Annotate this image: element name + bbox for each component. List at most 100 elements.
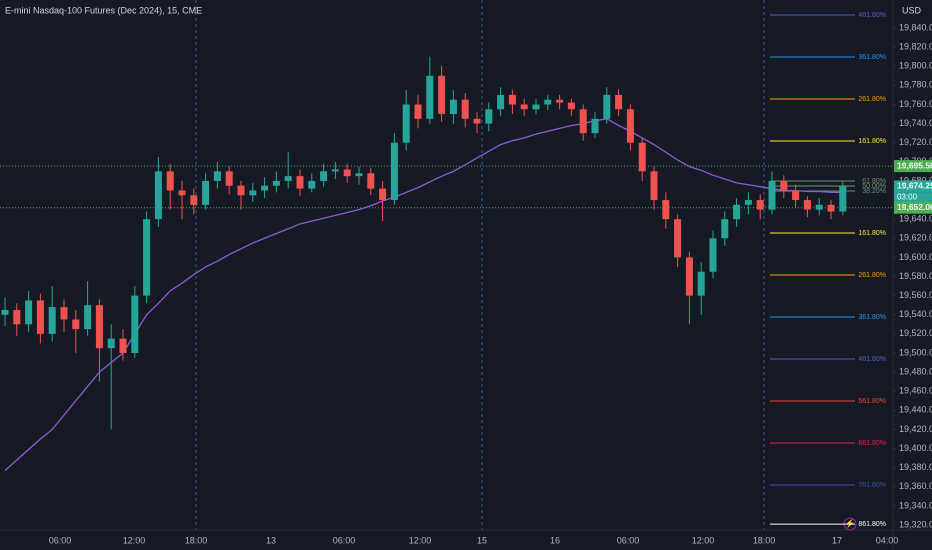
x-tick-label: 18:00	[753, 535, 776, 545]
currency: USD	[902, 5, 922, 15]
fib-label: 38.20%	[862, 188, 886, 195]
candle-body	[685, 257, 693, 296]
fib-label: 161.80%	[858, 230, 886, 237]
x-tick-label: 15	[477, 535, 487, 545]
y-tick-label: 19,820.00	[899, 41, 932, 51]
x-tick-label: 12:00	[409, 535, 432, 545]
y-tick-label: 19,480.00	[899, 366, 932, 376]
price-tag-label: 19,652.00	[897, 202, 932, 212]
candle-body	[131, 295, 139, 353]
y-tick-label: 19,460.00	[899, 386, 932, 396]
candle-body	[638, 142, 646, 172]
candle-body	[331, 169, 339, 172]
candle-body	[225, 171, 233, 186]
x-tick-label: 04:00	[876, 535, 899, 545]
candle-body	[449, 99, 457, 115]
candle-body	[697, 271, 705, 296]
y-tick-label: 19,560.00	[899, 290, 932, 300]
x-tick-label: 16	[550, 535, 560, 545]
candle-body	[426, 75, 434, 119]
y-tick-label: 19,540.00	[899, 309, 932, 319]
candle-body	[792, 190, 800, 201]
countdown: 03:00	[897, 193, 918, 202]
fib-label: 161.80%	[858, 138, 886, 145]
candle-body	[355, 173, 363, 177]
candle-body	[402, 104, 410, 143]
candle-body	[343, 169, 351, 177]
candle-body	[556, 99, 564, 103]
price-tag-label: 19,695.50	[897, 160, 932, 170]
candle-body	[650, 171, 658, 201]
candle-body	[733, 204, 741, 220]
candle-body	[721, 219, 729, 239]
x-tick-label: 12:00	[123, 535, 146, 545]
x-tick-label: 06:00	[49, 535, 72, 545]
y-tick-label: 19,620.00	[899, 233, 932, 243]
candle-body	[473, 118, 481, 124]
y-tick-label: 19,740.00	[899, 118, 932, 128]
candle-body	[13, 309, 21, 325]
y-tick-label: 19,780.00	[899, 80, 932, 90]
candle-body	[626, 109, 634, 143]
y-tick-label: 19,500.00	[899, 347, 932, 357]
candle-body	[154, 171, 162, 220]
candle-body	[532, 104, 540, 110]
fib-label: 261.80%	[858, 96, 886, 103]
y-tick-label: 19,720.00	[899, 137, 932, 147]
x-tick-label: 06:00	[617, 535, 640, 545]
candle-body	[249, 190, 257, 196]
candle-body	[379, 188, 387, 201]
y-tick-label: 19,340.00	[899, 500, 932, 510]
y-tick-label: 19,320.00	[899, 519, 932, 529]
candle-body	[213, 171, 221, 181]
candle-body	[202, 180, 210, 205]
candle-body	[190, 195, 198, 205]
y-tick-label: 19,440.00	[899, 405, 932, 415]
candle-body	[367, 173, 375, 189]
candle-body	[579, 109, 587, 134]
fib-label: 461.80%	[858, 356, 886, 363]
candle-body	[485, 109, 493, 124]
candle-body	[438, 75, 446, 115]
fib-label: 261.80%	[858, 272, 886, 279]
fib-label: 861.80%	[858, 521, 886, 528]
candle-body	[603, 94, 611, 119]
candle-body	[119, 338, 127, 353]
fib-label: 761.80%	[858, 482, 886, 489]
y-tick-label: 19,420.00	[899, 424, 932, 434]
candle-body	[390, 142, 398, 201]
fib-label: 61.80%	[862, 178, 886, 185]
candle-body	[780, 180, 788, 191]
countdown-bg	[894, 192, 932, 203]
candle-body	[272, 180, 280, 186]
fib-label: 661.80%	[858, 440, 886, 447]
candle-body	[261, 185, 269, 191]
x-tick-label: 13	[266, 535, 276, 545]
y-tick-label: 19,760.00	[899, 99, 932, 109]
candle-body	[591, 118, 599, 134]
price-tag	[894, 201, 932, 214]
price-tag-label: 19,674.25	[897, 181, 932, 191]
fib-label: 50.00%	[862, 183, 886, 190]
candle-body	[827, 204, 835, 212]
candle-body	[95, 305, 103, 349]
candle-body	[674, 219, 682, 258]
candle-body	[709, 238, 717, 272]
candle-body	[60, 307, 68, 320]
y-tick-label: 19,520.00	[899, 328, 932, 338]
candle-body	[237, 185, 245, 196]
candle-body	[178, 190, 186, 196]
candle-body	[166, 171, 174, 191]
candle-body	[567, 102, 575, 110]
candle-body	[544, 99, 552, 105]
candle-body	[143, 219, 151, 296]
y-tick-label: 19,380.00	[899, 462, 932, 472]
y-tick-label: 19,600.00	[899, 252, 932, 262]
candle-body	[662, 200, 670, 220]
candle-body	[744, 200, 752, 205]
fib-label: 361.80%	[858, 314, 886, 321]
fib-label: 561.80%	[858, 398, 886, 405]
y-tick-label: 19,640.00	[899, 214, 932, 224]
moving-average	[4, 118, 843, 472]
candle-body	[461, 99, 469, 119]
